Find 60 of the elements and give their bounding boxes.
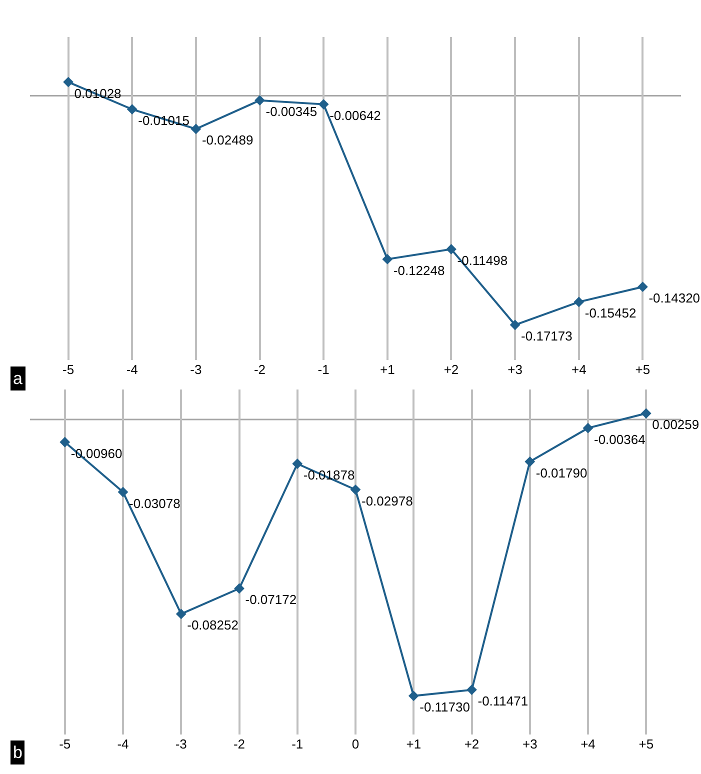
data-label: -0.14320 (648, 290, 700, 306)
point (190, 124, 202, 134)
data-label: -0.03078 (129, 496, 180, 511)
point (640, 408, 652, 419)
point (524, 456, 536, 467)
point (510, 320, 520, 330)
point (466, 684, 477, 696)
x-tick-label: -3 (190, 362, 202, 377)
point (350, 484, 361, 495)
point (292, 458, 303, 469)
x-tick-label: -4 (117, 736, 129, 752)
point (638, 282, 648, 292)
point (446, 244, 456, 254)
x-tick-label: +4 (580, 736, 596, 752)
data-label: 0.00259 (652, 417, 700, 432)
x-tick-label: +2 (464, 736, 480, 752)
text: a (13, 369, 23, 388)
point (234, 583, 244, 594)
x-tick-label: 0 (352, 736, 360, 752)
x-tick-label: +3 (522, 736, 538, 752)
data-label: -0.02489 (202, 132, 254, 148)
x-tick-label: -5 (62, 362, 74, 377)
data-label: -0.00345 (266, 104, 318, 120)
point (176, 608, 186, 620)
x-tick-label: +1 (380, 362, 395, 377)
x-tick-label: +3 (508, 362, 522, 377)
x-tick-label: +5 (635, 362, 650, 377)
data-label: -0.08252 (187, 618, 238, 633)
data-label: -0.11730 (420, 700, 470, 715)
point (318, 99, 329, 110)
x-tick-label: +5 (638, 736, 654, 752)
data-label: -0.01790 (536, 465, 588, 480)
point (408, 690, 419, 702)
data-label: -0.11471 (478, 694, 528, 709)
x-tick-label: -5 (59, 736, 71, 752)
data-label: -0.00364 (594, 432, 646, 447)
data-label: -0.02978 (362, 493, 413, 508)
data-label: -0.15452 (584, 306, 636, 321)
point (63, 76, 74, 88)
point (382, 254, 393, 264)
point (60, 436, 70, 448)
x-tick-label: -3 (175, 736, 187, 752)
text: b (13, 743, 22, 762)
x-tick-label: -4 (126, 362, 138, 377)
data-label: -0.12248 (393, 262, 445, 278)
point (254, 95, 265, 106)
x-tick-label: +4 (571, 362, 586, 377)
point (126, 104, 138, 114)
x-tick-label: -1 (292, 736, 304, 752)
point (118, 486, 128, 498)
x-tick-label: -2 (233, 736, 246, 752)
data-label: -0.17173 (521, 328, 572, 344)
x-tick-label: +2 (444, 362, 459, 377)
point (582, 422, 594, 434)
x-tick-label: -1 (318, 362, 330, 377)
x-tick-label: +1 (406, 736, 422, 752)
x-tick-label: -2 (254, 362, 266, 377)
point (574, 296, 584, 308)
data-label: -0.07172 (245, 592, 297, 608)
data-label: -0.00642 (330, 108, 381, 124)
